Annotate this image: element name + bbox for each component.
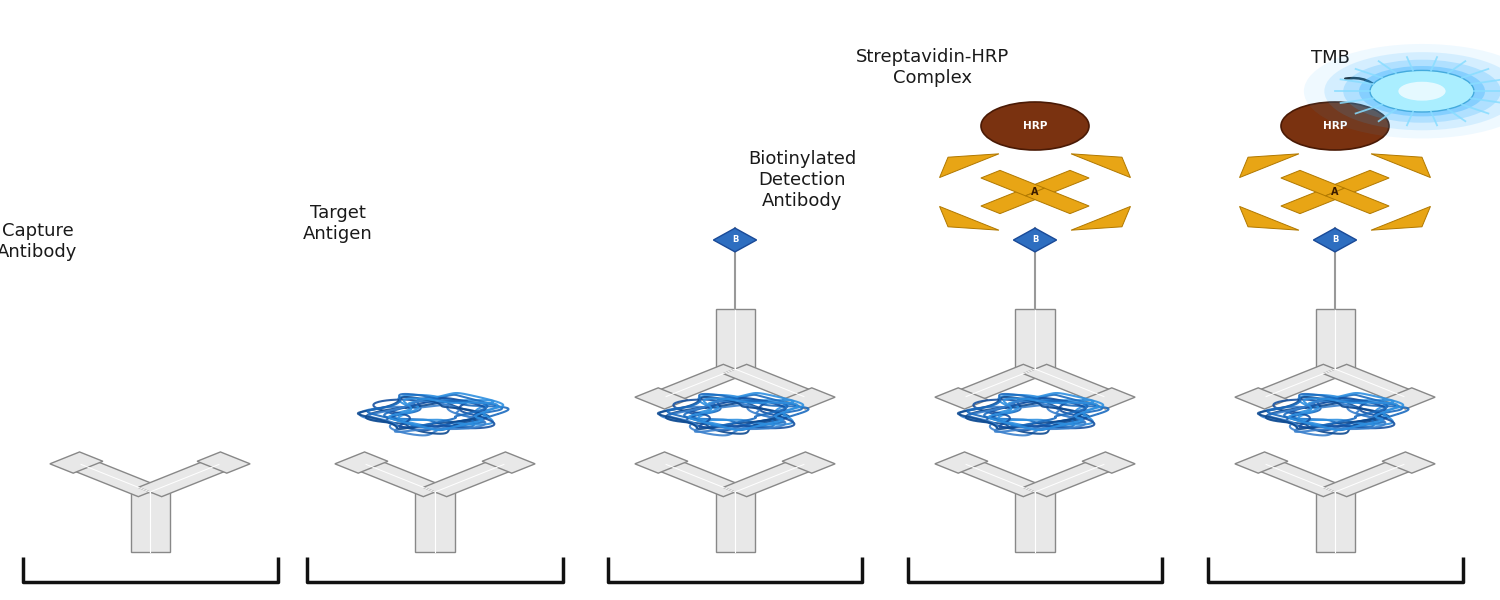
- Ellipse shape: [981, 102, 1089, 150]
- Polygon shape: [130, 492, 170, 552]
- Polygon shape: [1323, 460, 1416, 497]
- Polygon shape: [1082, 452, 1136, 473]
- Polygon shape: [1023, 460, 1116, 497]
- Polygon shape: [939, 154, 999, 178]
- Polygon shape: [1239, 154, 1299, 178]
- Polygon shape: [1281, 170, 1344, 196]
- Polygon shape: [1026, 188, 1089, 214]
- Polygon shape: [1254, 364, 1347, 401]
- Text: Biotinylated
Detection
Antibody: Biotinylated Detection Antibody: [748, 150, 856, 209]
- Polygon shape: [716, 309, 754, 369]
- Polygon shape: [782, 388, 836, 409]
- Polygon shape: [1371, 154, 1431, 178]
- Polygon shape: [954, 460, 1047, 497]
- Polygon shape: [1314, 228, 1356, 252]
- Polygon shape: [1316, 492, 1354, 552]
- Polygon shape: [354, 460, 447, 497]
- Polygon shape: [934, 452, 988, 473]
- Polygon shape: [196, 452, 250, 473]
- Polygon shape: [1071, 154, 1131, 178]
- Polygon shape: [634, 452, 688, 473]
- Text: A: A: [1332, 187, 1338, 197]
- Text: A: A: [1032, 187, 1038, 197]
- Text: Streptavidin-HRP
Complex: Streptavidin-HRP Complex: [856, 48, 1010, 87]
- Polygon shape: [423, 460, 516, 497]
- Circle shape: [1304, 44, 1500, 139]
- Text: B: B: [1332, 235, 1338, 245]
- Polygon shape: [723, 460, 816, 497]
- Circle shape: [1398, 82, 1446, 101]
- Polygon shape: [1071, 206, 1131, 230]
- Polygon shape: [1371, 206, 1431, 230]
- Polygon shape: [934, 388, 988, 409]
- Polygon shape: [1316, 309, 1354, 369]
- Polygon shape: [1254, 460, 1347, 497]
- Polygon shape: [634, 388, 688, 409]
- Text: HRP: HRP: [1023, 121, 1047, 131]
- Ellipse shape: [1281, 102, 1389, 150]
- Text: Target
Antigen: Target Antigen: [303, 204, 372, 243]
- Polygon shape: [782, 452, 836, 473]
- Polygon shape: [1323, 364, 1416, 401]
- Polygon shape: [714, 228, 756, 252]
- Polygon shape: [1016, 309, 1054, 369]
- Polygon shape: [939, 206, 999, 230]
- Text: B: B: [732, 235, 738, 245]
- Text: HRP: HRP: [1323, 121, 1347, 131]
- Polygon shape: [1234, 452, 1288, 473]
- Polygon shape: [1016, 492, 1054, 552]
- Polygon shape: [482, 452, 536, 473]
- Circle shape: [1324, 52, 1500, 130]
- Polygon shape: [1326, 188, 1389, 214]
- Text: TMB: TMB: [1311, 49, 1350, 67]
- Polygon shape: [954, 364, 1047, 401]
- Text: B: B: [1032, 235, 1038, 245]
- Polygon shape: [723, 364, 816, 401]
- Circle shape: [1344, 59, 1500, 122]
- Polygon shape: [69, 460, 162, 497]
- Polygon shape: [416, 492, 454, 552]
- Polygon shape: [1023, 364, 1116, 401]
- Polygon shape: [138, 460, 231, 497]
- Polygon shape: [1026, 170, 1089, 196]
- Polygon shape: [1281, 188, 1344, 214]
- Polygon shape: [1082, 388, 1136, 409]
- Polygon shape: [1382, 388, 1435, 409]
- Polygon shape: [981, 170, 1044, 196]
- Polygon shape: [1382, 452, 1435, 473]
- Polygon shape: [1239, 206, 1299, 230]
- Text: Capture
Antibody: Capture Antibody: [0, 222, 78, 261]
- Polygon shape: [334, 452, 388, 473]
- Polygon shape: [654, 364, 747, 401]
- Polygon shape: [1234, 388, 1288, 409]
- Polygon shape: [1014, 228, 1056, 252]
- Polygon shape: [981, 188, 1044, 214]
- Polygon shape: [1326, 170, 1389, 196]
- Polygon shape: [654, 460, 747, 497]
- Polygon shape: [50, 452, 104, 473]
- Circle shape: [1370, 70, 1474, 112]
- Polygon shape: [716, 492, 754, 552]
- Circle shape: [1359, 66, 1485, 116]
